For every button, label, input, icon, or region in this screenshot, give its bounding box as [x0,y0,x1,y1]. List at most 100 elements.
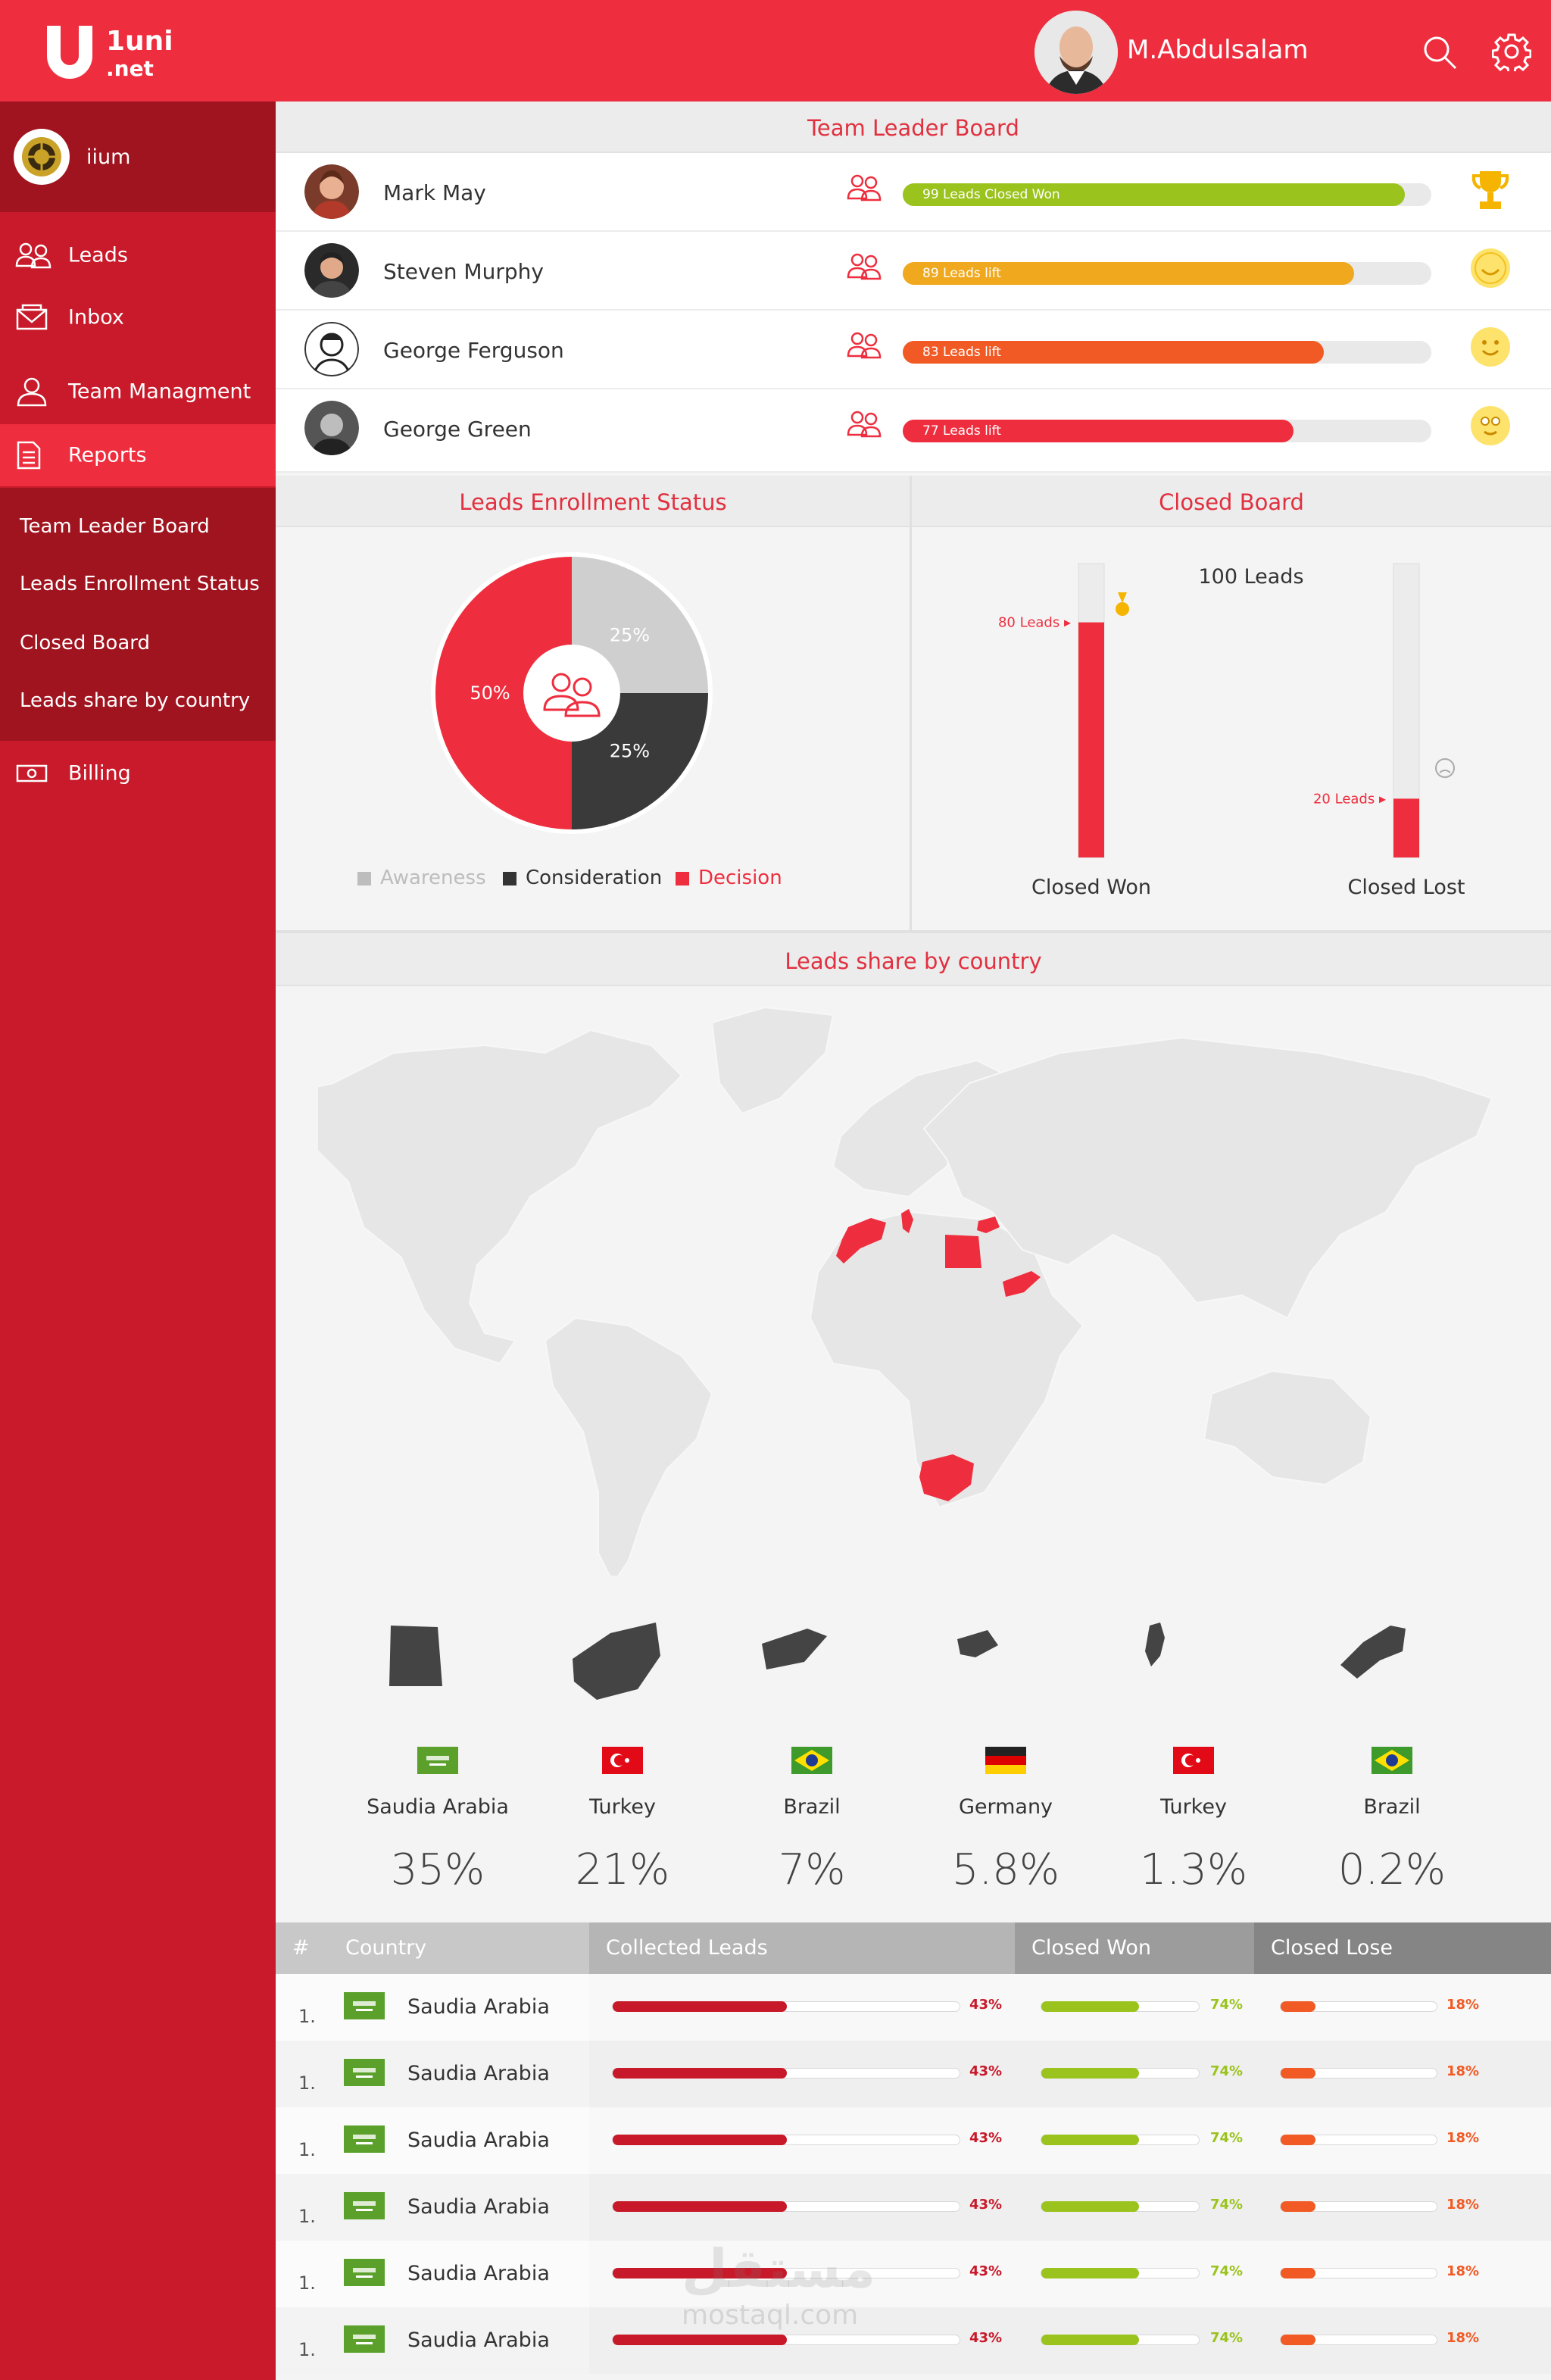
sidebar-item-inbox[interactable]: Inbox [0,286,276,348]
won-bar [1041,2001,1200,2012]
south-africa-shape-icon [573,1623,660,1700]
submenu-leads-share-by-country[interactable]: Leads share by country [20,689,251,712]
country-tile-percent: 5.8% [951,1845,1060,1894]
closed-bar-value: 20 Leads ▸ [1313,791,1386,807]
collected-fill [613,2268,788,2278]
row-number: 1. [298,2139,316,2160]
won-bar [1041,2135,1200,2145]
collected-fill [613,2068,788,2079]
progress-label: 83 Leads lift [922,345,1001,360]
sidebar-item-billing[interactable]: Billing [0,742,276,804]
country-name: Saudia Arabia [407,2129,550,2152]
table-row[interactable]: 1. Saudia Arabia 43% 74% 18% [276,1974,1551,2041]
morocco-shape-icon [1340,1626,1406,1679]
users-icon [847,251,883,285]
table-row[interactable]: 1. Saudia Arabia 43% 74% 18% [276,2241,1551,2307]
collected-bar [612,2068,960,2079]
table-row[interactable]: 1. Saudia Arabia 43% 74% 18% [276,2307,1551,2374]
avatar [304,243,359,298]
won-fill [1041,2001,1140,2012]
collected-bar [612,2268,960,2278]
collected-fill [613,2335,788,2345]
search-icon[interactable] [1421,33,1459,71]
won-value: 74% [1210,2330,1244,2346]
sidebar-item-label: Inbox [68,305,124,330]
won-value: 74% [1210,2130,1244,2146]
submenu-leads-enrollment-status[interactable]: Leads Enrollment Status [20,573,260,595]
table-header-cell[interactable]: Collected Leads [589,1922,1015,1974]
sidebar-item-leads[interactable]: Leads [0,224,276,286]
won-fill [1041,2268,1140,2278]
table-row[interactable]: 1. Saudia Arabia 43% 74% 18% [276,2174,1551,2241]
submenu-team-leader-board[interactable]: Team Leader Board [20,515,210,538]
leaderboard-row[interactable]: George Green 77 Leads lift [276,389,1551,473]
progress-label: 99 Leads Closed Won [922,187,1060,202]
smile-icon [1469,404,1512,450]
organization-logo[interactable] [14,129,70,185]
table-header-cell[interactable]: Country [329,1922,589,1974]
leaderboard-header: Team Leader Board [276,102,1551,153]
closed-bar-lost [1393,798,1419,857]
sidebar-item-team-managment[interactable]: Team Managment [0,361,276,423]
lose-bar [1280,2068,1437,2079]
won-fill [1041,2201,1140,2212]
won-bar [1041,2068,1200,2079]
leaderboard-row[interactable]: Steven Murphy 89 Leads lift [276,232,1551,311]
collected-bar [612,2135,960,2145]
saudi-flag-icon [344,2125,385,2156]
table-header-cell[interactable]: Closed Lose [1254,1922,1551,1974]
won-fill [1041,2135,1140,2145]
country-name: Saudia Arabia [407,2195,550,2219]
legend-consideration: Consideration [503,867,662,889]
submenu-closed-board[interactable]: Closed Board [20,632,151,654]
sidebar-item-reports[interactable]: Reports [0,424,276,486]
progress-bar: 89 Leads lift [903,262,1431,285]
closed-bar-name: Closed Won [1031,876,1151,899]
map-south-africa [919,1454,974,1501]
row-number: 1. [298,2206,316,2227]
brand-logo[interactable]: 1uni .net [44,23,195,81]
user-avatar[interactable] [1035,11,1118,94]
map-yemen [1003,1271,1041,1297]
country-name: Saudia Arabia [407,2262,550,2285]
country-tile-percent: 0.2% [1337,1845,1446,1894]
legend-swatch [676,871,689,885]
table-row[interactable]: 1. Saudia Arabia 43% 74% 18% [276,2107,1551,2174]
username[interactable]: M.Abdulsalam [1127,35,1309,65]
country-share-header: Leads share by country [276,933,1551,986]
map-north-america [318,1029,683,1365]
lose-value: 18% [1446,2197,1480,2213]
leaderboard-row[interactable]: George Ferguson 83 Leads lift [276,311,1551,389]
legend-swatch [503,871,516,885]
collected-bar [612,2201,960,2212]
smile-icon [1469,247,1512,292]
collected-value: 43% [969,2263,1003,2279]
progress-bar: 77 Leads lift [903,420,1431,442]
brazil-flag-icon [791,1747,832,1774]
table-header-cell[interactable]: Closed Won [1015,1922,1254,1974]
leaderboard-title: Team Leader Board [807,115,1019,141]
closed-board-title: Closed Board [1159,489,1304,515]
progress-fill: 77 Leads lift [903,420,1294,442]
table-row[interactable]: 1. Saudia Arabia 43% 74% 18% [276,2041,1551,2107]
top-header [0,0,1551,102]
lose-fill [1281,2001,1316,2012]
document-icon [17,441,41,470]
collected-fill [613,2201,788,2212]
lose-fill [1281,2335,1316,2345]
gear-icon[interactable] [1491,32,1532,74]
lose-bar [1280,2201,1437,2212]
country-cell-bg [276,2174,589,2241]
users-icon [847,409,883,442]
won-bar [1041,2268,1200,2278]
watermark-arabic: مستقل [682,2238,876,2300]
won-fill [1041,2068,1140,2079]
team-icon [17,377,47,407]
enrollment-title: Leads Enrollment Status [459,489,727,515]
germany-flag-icon [985,1747,1026,1774]
leaderboard-row[interactable]: Mark May 99 Leads Closed Won [276,153,1551,232]
turkey-flag-icon [1173,1747,1214,1774]
leader-name: George Ferguson [383,338,564,363]
sidebar-item-label: Billing [68,761,131,786]
collected-bar [612,2335,960,2345]
